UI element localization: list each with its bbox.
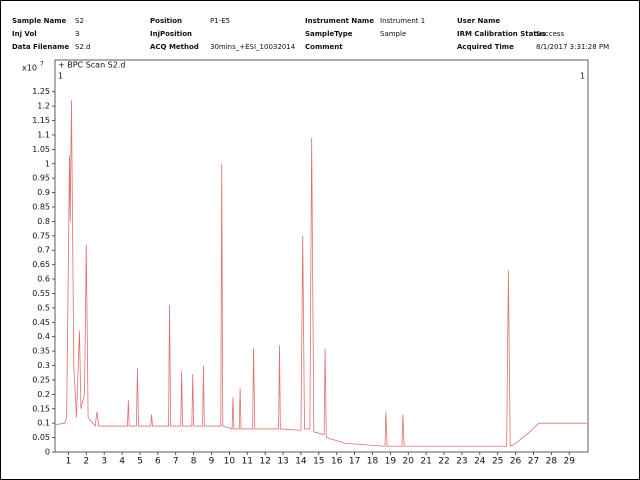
x-tick-label: 21 [420,457,431,467]
y-tick-label: 0.15 [32,404,50,413]
field-label: Inj Vol [12,30,37,38]
y-tick-label: 0.65 [32,260,50,269]
x-tick-label: 1 [66,457,72,467]
y-tick-label: 0.7 [37,246,50,255]
x-tick-label: 10 [224,457,236,467]
y-tick-label: 0.6 [37,275,50,284]
y-tick-label: 0.4 [37,332,50,341]
y-tick-label: 1.1 [37,130,50,139]
x-tick-label: 25 [492,457,503,467]
y-tick-label: 0.75 [32,231,50,240]
x-tick-label: 24 [474,457,486,467]
field-label: InjPosition [150,30,192,38]
y-label-exponent: 7 [40,61,44,68]
x-tick-label: 13 [277,457,288,467]
field-label: IRM Calibration Status [457,30,546,38]
field-value: Success [536,30,565,38]
field-value: P1-E5 [210,17,230,25]
y-tick-label: 0.5 [37,303,50,312]
y-tick-label: 1.15 [32,116,50,125]
plot-frame [54,59,589,453]
x-tick-label: 4 [119,457,125,467]
x-tick-label: 26 [510,457,522,467]
y-tick-label: 1.05 [32,145,50,154]
y-tick-label: 0.25 [32,375,50,384]
field-label: Comment [305,43,343,51]
chart-title: + BPC Scan S2.d [58,61,125,70]
x-tick-label: 9 [209,457,215,467]
field-label: SampleType [305,30,353,38]
y-tick-label: 0.2 [37,390,50,399]
x-tick-label: 29 [563,457,575,467]
x-tick-label: 11 [242,457,253,467]
field-label: Position [150,17,182,25]
y-tick-label: 0.85 [32,203,50,212]
field-value: S2 [75,17,84,25]
y-tick-label: 0.55 [32,289,50,298]
y-tick-label: 1 [45,159,50,168]
y-tick-label: 0.9 [37,188,50,197]
field-label: Acquired Time [457,43,514,51]
y-tick-label: 1.25 [32,87,50,96]
field-value: Instrument 1 [380,17,425,25]
field-value: 3 [75,30,79,38]
field-label: User Name [457,17,500,25]
x-tick-label: 22 [438,457,449,467]
field-value: 30mins_+ESI_10032014 [210,43,296,51]
y-label: x10 [22,64,37,73]
y-tick-label: 0.3 [37,361,50,370]
field-value: 8/1/2017 3:31:28 PM [536,43,609,51]
x-tick-label: 17 [349,457,360,467]
annotation: 1 [580,72,585,81]
x-tick-label: 20 [403,457,415,467]
field-label: Sample Name [12,17,67,25]
y-tick-label: 0.45 [32,318,50,327]
x-tick-label: 12 [259,457,270,467]
x-tick-label: 16 [331,457,343,467]
field-value: Sample [380,30,406,38]
field-value: S2.d [75,43,91,51]
x-tick-label: 6 [155,457,161,467]
y-tick-label: 1.2 [37,102,50,111]
y-tick-label: 0.95 [32,174,50,183]
annotation: 1 [58,72,63,81]
trace [55,100,588,447]
field-label: Data Filename [12,43,69,51]
y-tick-label: 0.05 [32,433,50,442]
x-tick-label: 7 [173,457,179,467]
x-tick-label: 19 [385,457,397,467]
x-tick-label: 28 [546,457,558,467]
y-tick-label: 0.8 [37,217,50,226]
y-tick-label: 0.35 [32,347,50,356]
x-tick-label: 2 [83,457,89,467]
y-tick-label: 0 [45,448,50,457]
field-label: Instrument Name [305,17,374,25]
y-tick-label: 0.1 [37,419,50,428]
x-tick-label: 5 [137,457,143,467]
x-tick-label: 8 [191,457,197,467]
x-tick-label: 18 [367,457,379,467]
x-tick-label: 27 [528,457,539,467]
x-tick-label: 23 [456,457,467,467]
x-tick-label: 14 [295,457,307,467]
x-tick-label: 15 [313,457,324,467]
x-tick-label: 3 [101,457,107,467]
field-label: ACQ Method [150,43,199,51]
